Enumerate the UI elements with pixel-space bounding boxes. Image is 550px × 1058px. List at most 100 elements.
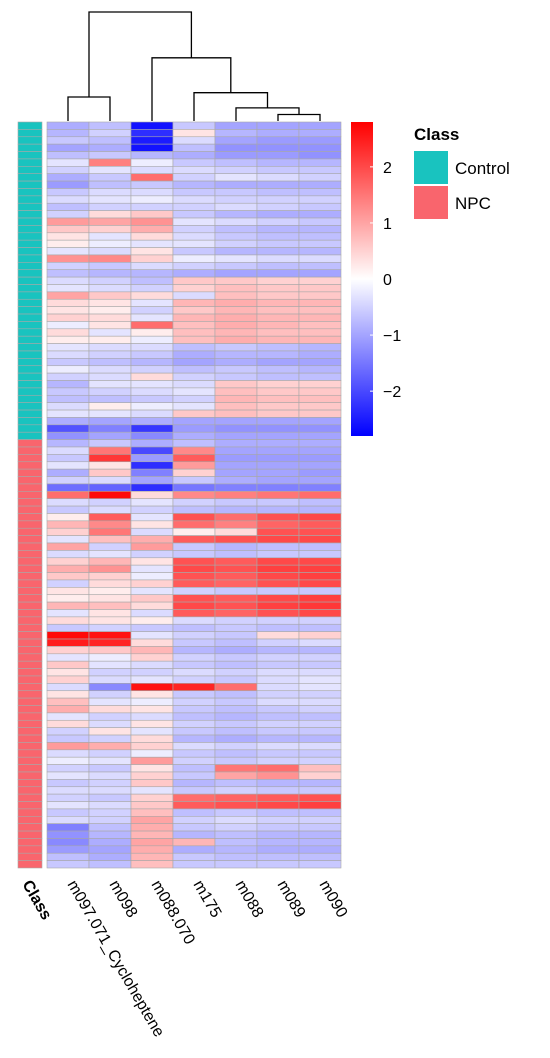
annotation-cell — [17, 823, 43, 832]
heatmap-cell — [46, 225, 90, 234]
heatmap-cell — [46, 660, 90, 669]
heatmap-cell — [214, 468, 258, 477]
heatmap-cell — [298, 557, 342, 566]
heatmap-cell — [88, 306, 132, 315]
heatmap-cell — [298, 838, 342, 847]
heatmap-cell — [214, 742, 258, 751]
heatmap-cell — [46, 350, 90, 359]
heatmap-cell — [256, 801, 300, 810]
heatmap-cell — [46, 262, 90, 271]
heatmap-cell — [214, 675, 258, 684]
annotation-cell — [17, 557, 43, 566]
heatmap-cell — [88, 786, 132, 795]
heatmap-cell — [130, 247, 174, 256]
heatmap-cell — [214, 335, 258, 344]
heatmap-cell — [256, 749, 300, 758]
annotation-cell — [17, 845, 43, 854]
annotation-cell — [17, 631, 43, 640]
heatmap-cell — [298, 808, 342, 817]
heatmap-cell — [130, 431, 174, 440]
heatmap-cell — [298, 350, 342, 359]
annotation-cell — [17, 756, 43, 765]
heatmap-cell — [46, 616, 90, 625]
heatmap-cell — [256, 358, 300, 367]
heatmap-cell — [214, 631, 258, 640]
dendrogram-branch — [277, 113, 321, 121]
heatmap-cell — [88, 719, 132, 728]
heatmap-cell — [214, 158, 258, 167]
heatmap-cell — [256, 572, 300, 581]
heatmap-cell — [256, 143, 300, 152]
heatmap-cell — [298, 653, 342, 662]
annotation-cell — [17, 136, 43, 145]
heatmap-cell — [256, 845, 300, 854]
heatmap-cell — [88, 631, 132, 640]
heatmap-cell — [298, 254, 342, 263]
heatmap-cell — [46, 815, 90, 824]
heatmap-cell — [130, 749, 174, 758]
annotation-cell — [17, 409, 43, 418]
heatmap-cell — [130, 727, 174, 736]
heatmap-cell — [88, 202, 132, 211]
heatmap-cell — [298, 742, 342, 751]
heatmap-cell — [46, 328, 90, 337]
heatmap-cell — [172, 424, 216, 433]
heatmap-cell — [88, 823, 132, 832]
heatmap-cell — [298, 609, 342, 618]
heatmap-cell — [88, 860, 132, 869]
heatmap-cell — [298, 313, 342, 322]
annotation-cell — [17, 195, 43, 204]
heatmap-cell — [214, 262, 258, 271]
heatmap-cell — [172, 335, 216, 344]
heatmap-cell — [46, 313, 90, 322]
heatmap-cell — [214, 461, 258, 470]
heatmap-cell — [256, 764, 300, 773]
heatmap-cell — [88, 284, 132, 293]
heatmap-cell — [130, 594, 174, 603]
heatmap-cell — [172, 254, 216, 263]
heatmap-cell — [298, 424, 342, 433]
heatmap-cell — [130, 454, 174, 463]
heatmap-cell — [130, 121, 174, 130]
heatmap-cell — [298, 852, 342, 861]
heatmap-cell — [214, 254, 258, 263]
heatmap-cell — [298, 402, 342, 411]
heatmap-cell — [130, 646, 174, 655]
annotation-cell — [17, 269, 43, 278]
annotation-cell — [17, 284, 43, 293]
heatmap-cell — [256, 454, 300, 463]
annotation-cell — [17, 291, 43, 300]
heatmap-cell — [214, 594, 258, 603]
heatmap-cell — [46, 513, 90, 522]
heatmap-cell — [256, 756, 300, 765]
heatmap-cell — [298, 284, 342, 293]
heatmap-cell — [298, 668, 342, 677]
heatmap-cell — [88, 431, 132, 440]
heatmap-cell — [172, 321, 216, 330]
heatmap-cell — [130, 815, 174, 824]
annotation-cell — [17, 402, 43, 411]
heatmap-cell — [46, 136, 90, 145]
heatmap-cell — [172, 631, 216, 640]
heatmap-cell — [172, 786, 216, 795]
heatmap-cell — [172, 505, 216, 514]
annotation-cell — [17, 697, 43, 706]
heatmap-cell — [46, 202, 90, 211]
heatmap-cell — [298, 129, 342, 138]
heatmap-cell — [298, 542, 342, 551]
heatmap-cell — [172, 210, 216, 219]
heatmap-cell — [256, 380, 300, 389]
heatmap-cell — [298, 202, 342, 211]
heatmap-cell — [256, 276, 300, 285]
heatmap-cell — [46, 823, 90, 832]
heatmap-cell — [172, 439, 216, 448]
annotation-cell — [17, 276, 43, 285]
heatmap-cell — [256, 550, 300, 559]
heatmap-cell — [214, 505, 258, 514]
heatmap-cell — [298, 513, 342, 522]
heatmap-cell — [214, 291, 258, 300]
heatmap-cell — [172, 454, 216, 463]
heatmap-cell — [88, 623, 132, 632]
heatmap-cell — [214, 623, 258, 632]
heatmap-cell — [46, 653, 90, 662]
